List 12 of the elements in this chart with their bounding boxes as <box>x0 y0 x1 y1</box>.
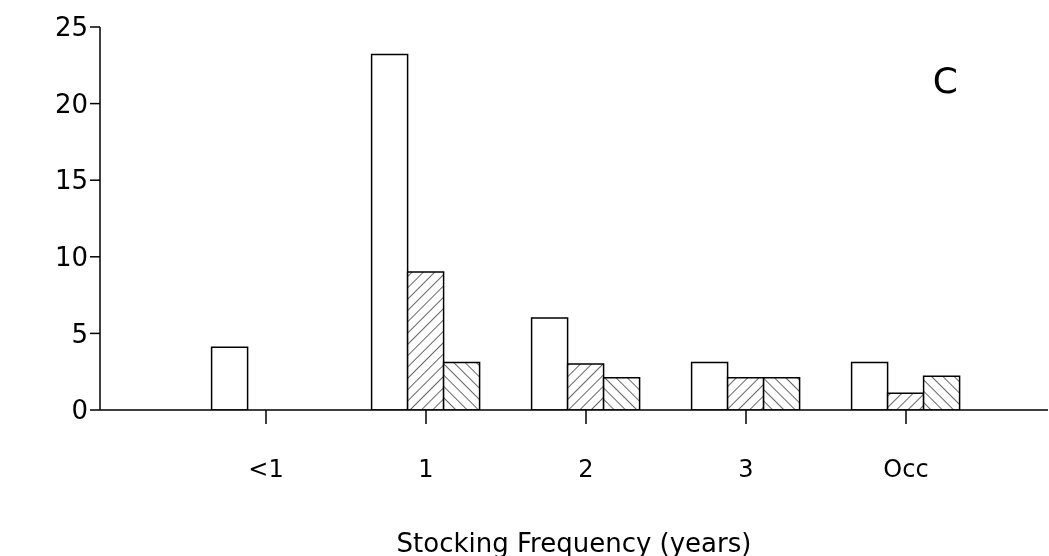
y-tick-label: 10 <box>54 242 88 273</box>
annotation: C <box>932 60 958 101</box>
x-tick-label: 3 <box>738 455 754 484</box>
x-tick-label: 2 <box>578 455 594 484</box>
y-tick-label: 20 <box>54 88 88 119</box>
y-tick-label: 0 <box>71 395 88 426</box>
x-tick-label: Occ <box>883 455 929 484</box>
x-tick-label: 1 <box>418 455 434 484</box>
x-tick-label: <1 <box>248 455 284 484</box>
y-tick-label: 5 <box>71 318 88 349</box>
y-tick-label: 25 <box>54 12 88 43</box>
y-tick-label: 15 <box>54 165 88 196</box>
